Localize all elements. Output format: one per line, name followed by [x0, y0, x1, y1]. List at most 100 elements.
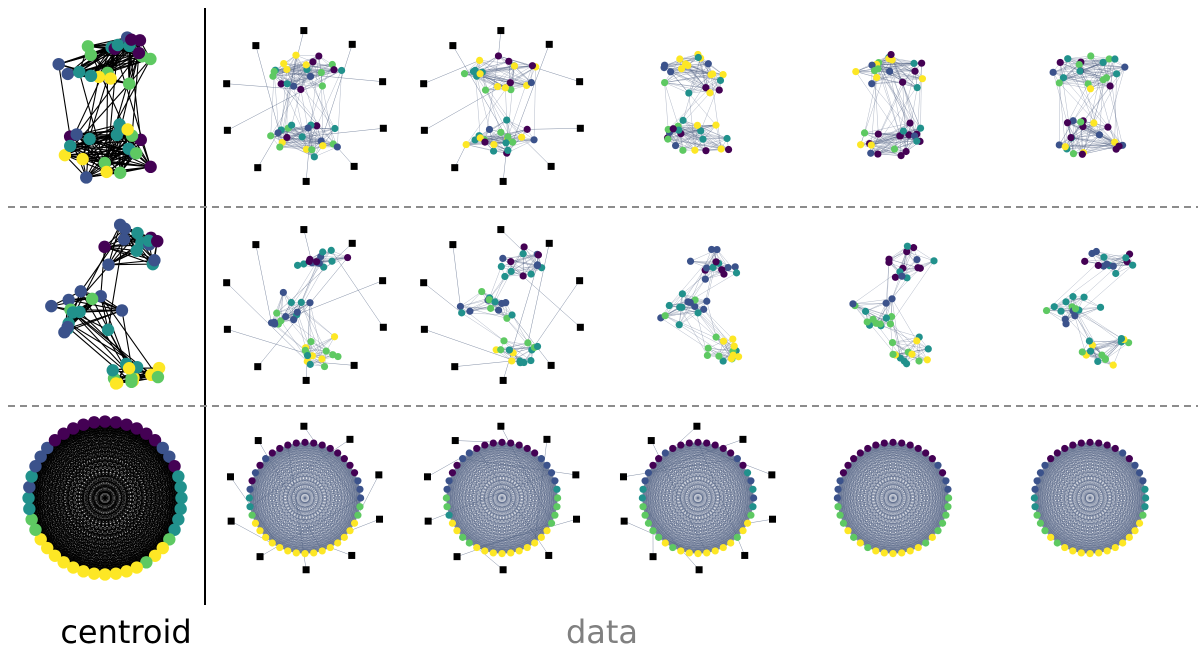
graph-node [273, 310, 280, 317]
graph-node [528, 79, 535, 86]
graph-node [351, 469, 358, 476]
graph-node [262, 534, 269, 541]
sample-graph [661, 51, 733, 154]
graph-node [918, 60, 925, 67]
graph-node [1051, 303, 1058, 310]
outlier-node [223, 80, 230, 87]
outlier-node [500, 377, 507, 384]
graph-node [304, 352, 311, 359]
outlier-node [228, 518, 235, 525]
graph-node [888, 295, 895, 302]
graph-node [319, 142, 326, 149]
outlier-node [227, 473, 234, 480]
edge [477, 76, 490, 129]
graph-node [23, 481, 35, 493]
edge [292, 89, 301, 125]
centroid-graph [22, 415, 187, 580]
graph-node [662, 312, 669, 319]
graph-node [290, 83, 297, 90]
graph-node [534, 262, 541, 269]
graph-node [346, 462, 353, 469]
graph-node [724, 264, 731, 271]
graph-node [906, 119, 913, 126]
graph-node [110, 567, 122, 579]
graph-node [486, 126, 493, 133]
sample-graph [1043, 248, 1136, 369]
graph-node [174, 481, 186, 493]
outlier-node [449, 42, 456, 49]
outlier-edge [453, 245, 461, 307]
edge [1065, 123, 1067, 147]
graph-node [524, 126, 531, 133]
sample-graph [852, 51, 926, 159]
outlier-node [224, 326, 231, 333]
outlier-node [349, 240, 356, 247]
centroid-graph [52, 31, 156, 183]
outlier-node [577, 324, 584, 331]
graph-node [256, 462, 263, 469]
graph-node [123, 362, 135, 374]
edge [486, 90, 507, 120]
graph-node [1070, 150, 1077, 157]
outlier-node [351, 163, 358, 170]
graph-node [85, 70, 97, 82]
graph-node [685, 89, 692, 96]
graph-node [99, 415, 111, 427]
edge [337, 70, 341, 147]
outlier-node [254, 164, 261, 171]
graph-node [1096, 131, 1103, 138]
outlier-node [451, 164, 458, 171]
graph-node [1076, 67, 1083, 74]
graph-node [704, 352, 711, 359]
edge [462, 313, 504, 341]
graph-node [678, 65, 685, 72]
graph-node [298, 299, 305, 306]
graph-node [1100, 59, 1107, 66]
graph-node [248, 477, 255, 484]
outlier-node [548, 163, 555, 170]
graph-node [1090, 119, 1097, 126]
outlier-node [546, 240, 553, 247]
graph-node [73, 66, 85, 78]
graph-node [511, 62, 518, 69]
graph-node [331, 125, 338, 132]
edge [874, 66, 921, 129]
graph-node [294, 262, 301, 269]
graph-node [1087, 52, 1094, 59]
edge [1054, 266, 1109, 307]
graph-node [458, 309, 465, 316]
graph-node [661, 62, 668, 69]
graph-node [664, 136, 671, 143]
outlier-node [254, 363, 261, 370]
graph-node [130, 245, 142, 257]
graph-node [271, 319, 278, 326]
graph-node [1107, 82, 1114, 89]
outlier-node [449, 241, 456, 248]
edge-set [853, 246, 934, 364]
graph-node [694, 122, 701, 129]
graph-node [1067, 134, 1074, 141]
graph-node [256, 527, 263, 534]
graph-node [900, 127, 907, 134]
outlier-node [421, 326, 428, 333]
graph-node [527, 357, 534, 364]
outlier-node [379, 78, 386, 85]
graph-node [679, 147, 686, 154]
graph-node [667, 68, 674, 75]
graph-node [520, 250, 527, 257]
outlier-node [257, 553, 264, 560]
graph-node [509, 139, 516, 146]
graph-node [284, 547, 291, 554]
graph-node [661, 79, 668, 86]
graph-node [687, 299, 694, 306]
graph-node [910, 60, 917, 67]
graph-node [925, 345, 932, 352]
graph-node [495, 52, 502, 59]
graph-node [913, 256, 920, 263]
graph-node [508, 357, 515, 364]
graph-node [494, 83, 501, 90]
graph-node [911, 68, 918, 75]
graph-node [891, 145, 898, 152]
graph-node [476, 57, 483, 64]
edge [534, 67, 536, 140]
